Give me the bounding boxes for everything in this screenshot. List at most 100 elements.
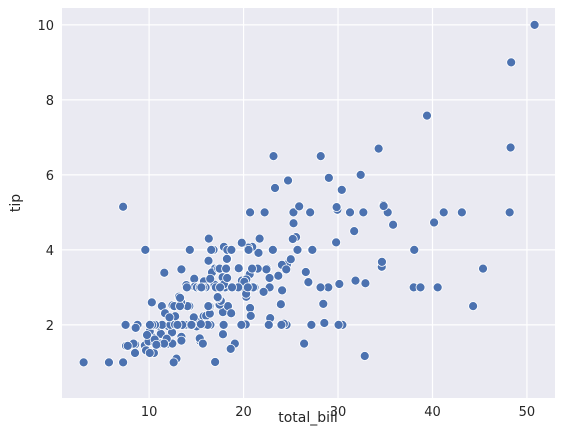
point xyxy=(175,292,185,303)
point xyxy=(261,264,272,275)
point xyxy=(305,207,316,218)
point xyxy=(303,277,314,288)
point xyxy=(273,270,284,281)
point xyxy=(218,329,228,340)
point xyxy=(197,338,208,349)
point xyxy=(222,253,232,264)
point xyxy=(236,319,247,330)
point xyxy=(355,169,366,180)
point xyxy=(210,357,221,367)
x-tick-label: 30 xyxy=(330,405,347,420)
point xyxy=(275,299,286,310)
point xyxy=(504,207,515,218)
x-axis-label: total_bill xyxy=(278,410,338,426)
point xyxy=(233,263,244,274)
y-tick-label: 6 xyxy=(46,169,54,184)
point xyxy=(468,301,479,312)
point xyxy=(336,184,347,195)
point xyxy=(283,175,293,186)
point xyxy=(377,256,387,267)
point xyxy=(176,335,187,346)
point xyxy=(306,319,317,330)
point xyxy=(299,338,310,349)
point xyxy=(285,254,296,265)
point xyxy=(331,237,342,248)
point xyxy=(186,319,197,330)
point xyxy=(360,278,371,289)
point xyxy=(164,312,175,323)
point xyxy=(140,244,151,255)
point xyxy=(267,244,278,255)
point xyxy=(478,263,488,274)
point xyxy=(429,217,439,228)
point xyxy=(438,207,449,218)
point xyxy=(359,351,370,361)
point xyxy=(268,151,279,162)
point xyxy=(130,322,141,333)
point xyxy=(263,319,274,330)
point xyxy=(345,207,355,218)
point xyxy=(226,308,237,319)
point xyxy=(203,301,214,312)
point xyxy=(350,275,361,286)
point xyxy=(206,244,217,255)
point xyxy=(506,57,517,68)
point xyxy=(242,282,253,293)
point xyxy=(145,319,155,330)
point xyxy=(142,330,152,340)
point xyxy=(276,319,287,330)
point xyxy=(122,340,133,351)
point xyxy=(288,218,299,229)
point xyxy=(456,207,467,218)
point xyxy=(218,319,229,330)
point xyxy=(292,244,303,255)
point xyxy=(184,244,195,255)
point xyxy=(432,282,443,293)
point xyxy=(120,319,131,330)
point xyxy=(118,201,129,212)
y-tick-label: 4 xyxy=(46,244,54,259)
point xyxy=(146,297,157,308)
point xyxy=(159,267,170,278)
point xyxy=(203,233,214,244)
y-tick-label: 10 xyxy=(37,19,54,34)
point xyxy=(315,151,326,162)
point xyxy=(358,207,369,218)
point xyxy=(505,142,516,153)
point xyxy=(226,244,237,255)
point xyxy=(195,319,206,330)
point xyxy=(318,298,329,309)
point xyxy=(245,310,256,321)
point xyxy=(294,201,305,212)
point xyxy=(78,357,89,368)
point xyxy=(378,201,389,211)
point xyxy=(415,282,426,293)
point xyxy=(300,267,311,277)
point xyxy=(130,348,140,358)
y-tick-label: 2 xyxy=(46,319,54,334)
x-tick-label: 10 xyxy=(141,405,158,420)
point xyxy=(212,292,223,303)
point xyxy=(287,234,298,244)
point xyxy=(409,244,420,255)
point xyxy=(253,247,264,258)
point xyxy=(264,273,275,283)
point xyxy=(118,357,129,368)
x-tick-label: 20 xyxy=(235,405,252,420)
point xyxy=(168,357,179,368)
point xyxy=(323,172,334,183)
point xyxy=(227,282,237,293)
point xyxy=(245,207,255,218)
point xyxy=(331,202,342,213)
point xyxy=(243,244,254,255)
point xyxy=(181,282,192,293)
point xyxy=(144,348,155,358)
point xyxy=(236,237,247,248)
point xyxy=(259,207,270,218)
point xyxy=(281,264,292,275)
point xyxy=(203,255,214,266)
point xyxy=(529,19,540,30)
point xyxy=(373,143,384,154)
y-tick-label: 8 xyxy=(46,94,54,109)
